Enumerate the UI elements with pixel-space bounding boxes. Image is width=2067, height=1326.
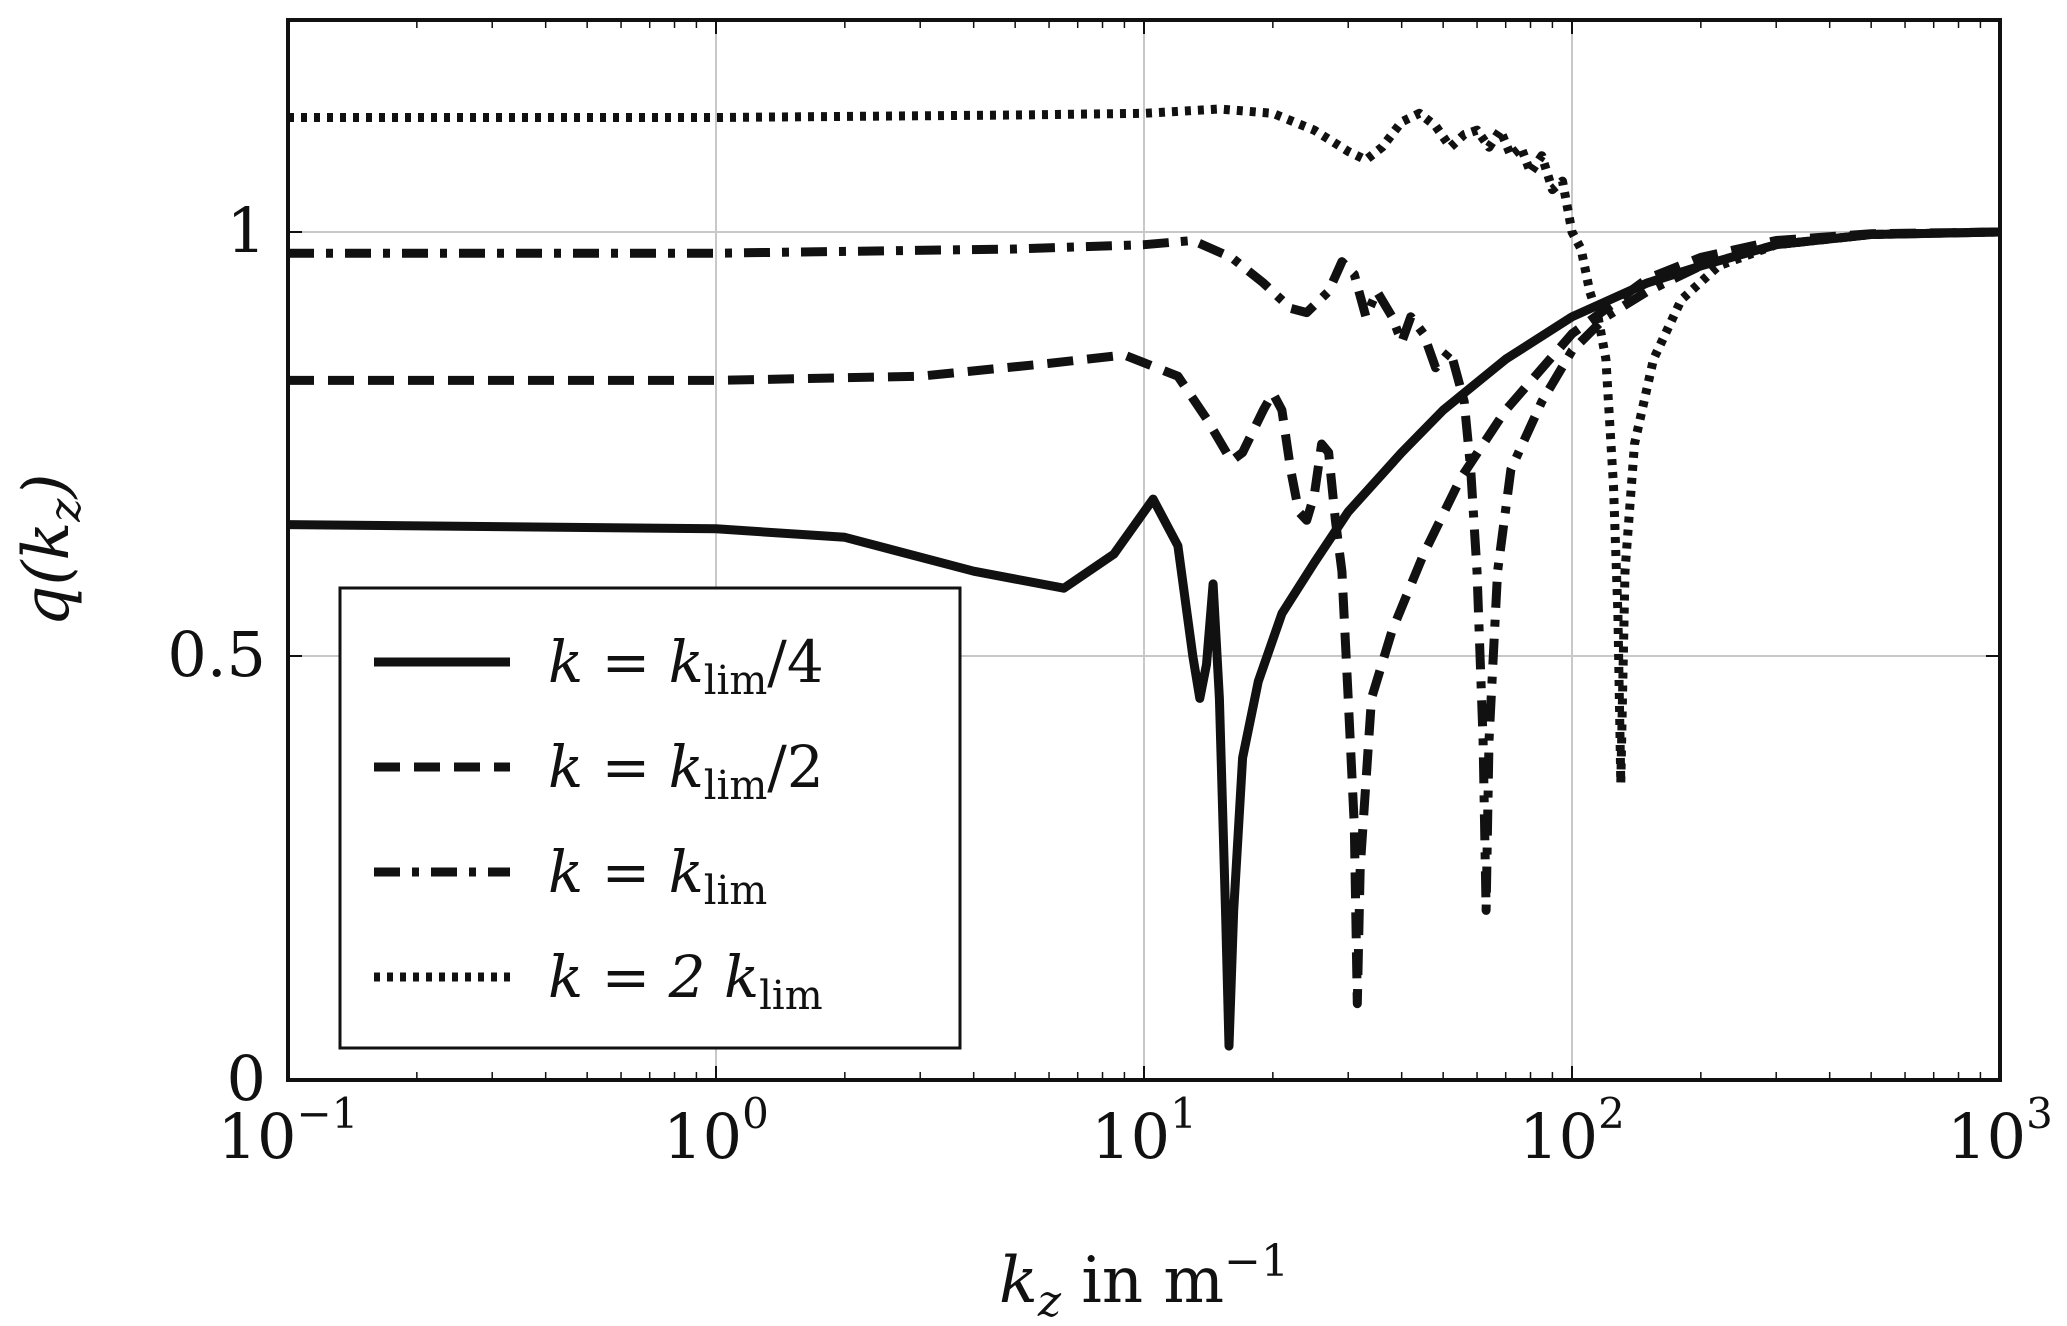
y-tick-label: 0	[227, 1042, 266, 1115]
x-tick-label: 101	[1091, 1089, 1197, 1173]
legend-label-2: k = klim/2	[548, 733, 824, 809]
legend-label-4: k = 2 klim	[548, 943, 823, 1019]
y-tick-label: 1	[227, 194, 266, 267]
series-lines	[287, 104, 2001, 1051]
legend-label-3: k = klim	[548, 838, 767, 914]
x-tick-label: 10−1	[218, 1089, 359, 1173]
legend-label-1: k = klim/4	[548, 628, 824, 704]
series-line-3	[288, 227, 2001, 915]
series-line-2	[288, 227, 2001, 1009]
x-tick-label: 102	[1519, 1089, 1625, 1173]
y-axis-label: q(kz)	[10, 474, 91, 627]
series-line-1	[287, 227, 2001, 1051]
x-axis-label: kz in m−1	[999, 1236, 1289, 1326]
x-tick-label: 100	[663, 1089, 769, 1173]
axis-ticks: 10−1 100 101 102 103 0 0.5 1	[167, 20, 2053, 1173]
y-tick-label: 0.5	[167, 618, 266, 691]
legend: k = klim/4 k = klim/2 k = klim k = 2 klim	[338, 586, 962, 1050]
x-tick-label: 103	[1947, 1089, 2053, 1173]
series-line-4	[288, 104, 2001, 788]
